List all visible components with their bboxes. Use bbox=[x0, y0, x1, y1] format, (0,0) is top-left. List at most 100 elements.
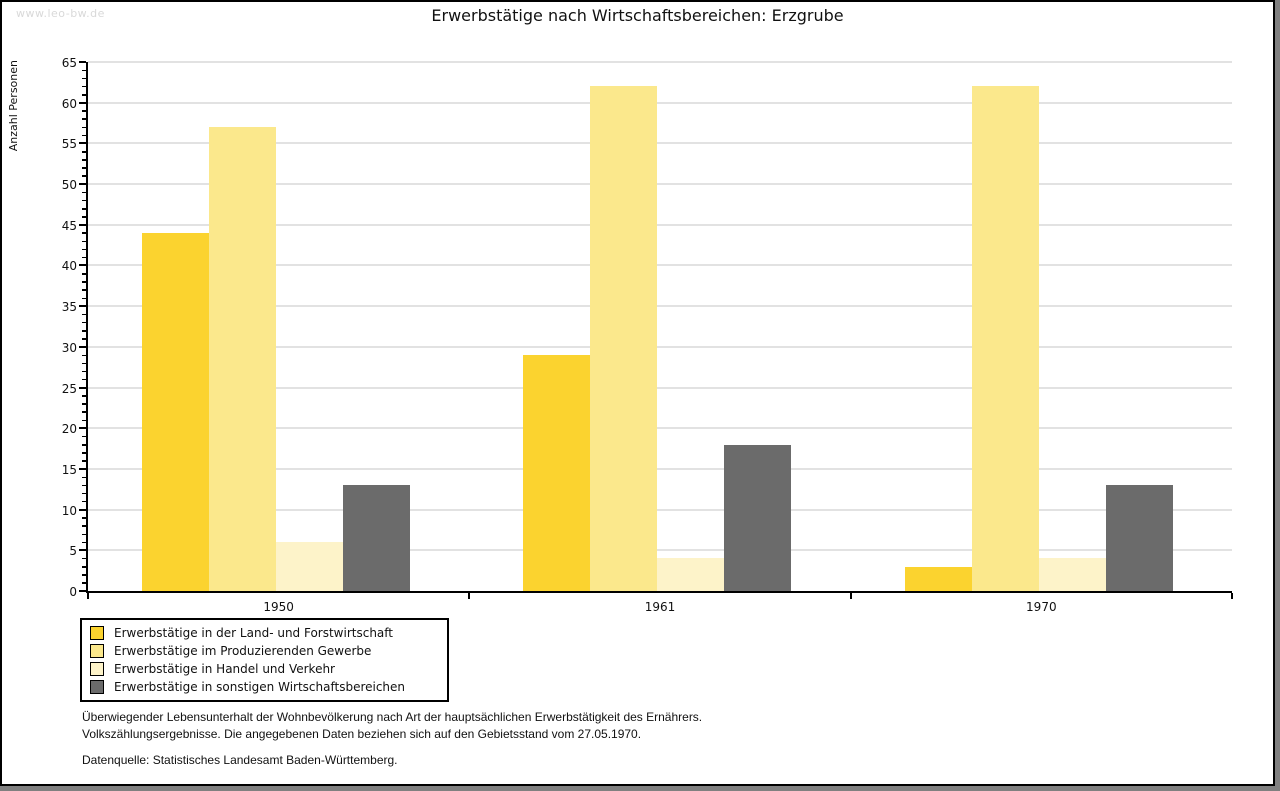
y-major-tick bbox=[79, 549, 86, 552]
y-minor-tick bbox=[82, 517, 86, 519]
y-gridline bbox=[88, 61, 1232, 63]
y-major-tick bbox=[79, 101, 86, 104]
y-minor-tick bbox=[82, 403, 86, 405]
bar-series2-1961 bbox=[590, 86, 658, 591]
y-minor-tick bbox=[82, 281, 86, 283]
bar-series4-1950 bbox=[343, 485, 410, 591]
y-minor-tick bbox=[82, 167, 86, 169]
x-axis-label: 1970 bbox=[1026, 600, 1057, 614]
y-minor-tick bbox=[82, 492, 86, 495]
y-minor-tick bbox=[82, 175, 86, 177]
y-major-tick bbox=[79, 590, 86, 592]
y-major-tick bbox=[79, 305, 86, 308]
y-tick-label: 55 bbox=[61, 137, 77, 152]
y-minor-tick bbox=[82, 216, 86, 218]
y-minor-tick bbox=[82, 256, 86, 259]
footnote-line-1: Überwiegender Lebensunterhalt der Wohnbe… bbox=[82, 710, 703, 724]
y-tick-label: 65 bbox=[61, 56, 77, 70]
bar-series3-1970 bbox=[1038, 558, 1106, 591]
y-minor-tick bbox=[82, 370, 86, 373]
y-minor-tick bbox=[82, 476, 86, 479]
x-tick bbox=[468, 593, 471, 599]
watermark-text: www.leo-bw.de bbox=[16, 7, 105, 20]
y-minor-tick bbox=[82, 297, 86, 300]
y-minor-tick bbox=[82, 557, 86, 560]
y-minor-tick bbox=[82, 378, 86, 381]
y-gridline bbox=[88, 467, 1232, 470]
footnote-block: Überwiegender Lebensunterhalt der Wohnbe… bbox=[82, 709, 702, 769]
legend-row: Erwerbstätige in sonstigen Wirtschaftsbe… bbox=[90, 678, 447, 696]
legend-label: Erwerbstätige im Produzierenden Gewerbe bbox=[114, 644, 372, 658]
x-tick bbox=[1231, 593, 1233, 599]
y-gridline bbox=[88, 508, 1232, 511]
y-gridline bbox=[88, 183, 1232, 186]
y-gridline bbox=[88, 345, 1232, 348]
bar-series4-1970 bbox=[1105, 485, 1173, 591]
y-minor-tick bbox=[82, 321, 86, 324]
y-minor-tick bbox=[82, 273, 86, 275]
y-tick-label: 30 bbox=[61, 340, 77, 355]
y-minor-tick bbox=[82, 118, 86, 120]
y-minor-tick bbox=[82, 69, 86, 72]
y-minor-tick bbox=[82, 395, 86, 397]
y-tick-label: 20 bbox=[61, 422, 77, 437]
y-minor-tick bbox=[82, 484, 86, 487]
y-tick-label: 60 bbox=[61, 96, 77, 111]
plot-area: 0 5 10 15 20 25 30 35 40 45 50 55 60 65 1950 1961 1970 bbox=[62, 56, 1233, 614]
y-minor-tick bbox=[82, 313, 86, 316]
y-minor-tick bbox=[82, 444, 86, 446]
x-axis-label: 1950 bbox=[263, 600, 294, 614]
y-major-tick bbox=[79, 183, 86, 186]
y-minor-tick bbox=[82, 240, 86, 243]
y-minor-tick bbox=[82, 330, 86, 332]
y-axis-title: Anzahl Personen bbox=[7, 60, 20, 152]
y-major-tick bbox=[79, 386, 86, 389]
bar-series1-1970 bbox=[904, 567, 972, 591]
y-minor-tick bbox=[82, 582, 86, 584]
legend-label: Erwerbstätige in der Land- und Forstwirt… bbox=[114, 626, 393, 640]
y-major-tick bbox=[79, 345, 86, 348]
y-gridline bbox=[88, 549, 1232, 552]
y-tick-label: 15 bbox=[61, 462, 77, 477]
bar-series3-1961 bbox=[657, 558, 725, 591]
y-minor-tick bbox=[82, 126, 86, 129]
legend-box: Erwerbstätige in der Land- und Forstwirt… bbox=[80, 618, 449, 702]
y-gridline bbox=[88, 305, 1232, 308]
y-minor-tick bbox=[82, 191, 86, 194]
legend-swatch-produzierendes-gewerbe bbox=[90, 644, 104, 658]
y-minor-tick bbox=[82, 208, 86, 210]
y-tick-label: 35 bbox=[61, 300, 77, 315]
y-tick-label: 5 bbox=[69, 544, 77, 559]
legend-row: Erwerbstätige im Produzierenden Gewerbe bbox=[90, 642, 447, 660]
y-minor-tick bbox=[82, 85, 86, 88]
y-minor-tick bbox=[82, 460, 86, 462]
y-major-tick bbox=[79, 427, 86, 430]
y-minor-tick bbox=[82, 362, 86, 365]
y-minor-tick bbox=[82, 541, 86, 544]
y-tick-label: 25 bbox=[61, 381, 77, 396]
footnote-source: Datenquelle: Statistisches Landesamt Bad… bbox=[82, 753, 398, 767]
y-minor-tick bbox=[82, 435, 86, 438]
bar-series2-1970 bbox=[971, 86, 1039, 591]
y-major-tick bbox=[79, 142, 86, 145]
y-gridline bbox=[88, 264, 1232, 267]
bar-series2-1950 bbox=[209, 127, 276, 591]
y-minor-tick bbox=[82, 452, 86, 454]
x-tick bbox=[849, 593, 852, 599]
y-minor-tick bbox=[82, 110, 86, 112]
footnote-line-2: Volkszählungsergebnisse. Die angegebenen… bbox=[82, 727, 642, 741]
y-minor-tick bbox=[82, 232, 86, 234]
y-minor-tick bbox=[82, 289, 86, 291]
legend-swatch-land-forstwirtschaft bbox=[90, 626, 104, 640]
y-minor-tick bbox=[82, 159, 86, 161]
bar-series1-1950 bbox=[142, 233, 209, 591]
y-minor-tick bbox=[82, 248, 86, 251]
y-major-tick bbox=[79, 508, 86, 511]
y-minor-tick bbox=[82, 411, 86, 413]
y-minor-tick bbox=[82, 134, 86, 137]
y-minor-tick bbox=[82, 199, 86, 202]
y-gridline bbox=[88, 101, 1232, 104]
legend-swatch-sonstige-bereiche bbox=[90, 680, 104, 694]
y-tick-label: 10 bbox=[61, 503, 77, 518]
